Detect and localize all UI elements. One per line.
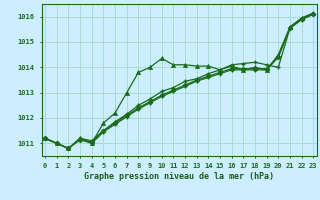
X-axis label: Graphe pression niveau de la mer (hPa): Graphe pression niveau de la mer (hPa) (84, 172, 274, 181)
